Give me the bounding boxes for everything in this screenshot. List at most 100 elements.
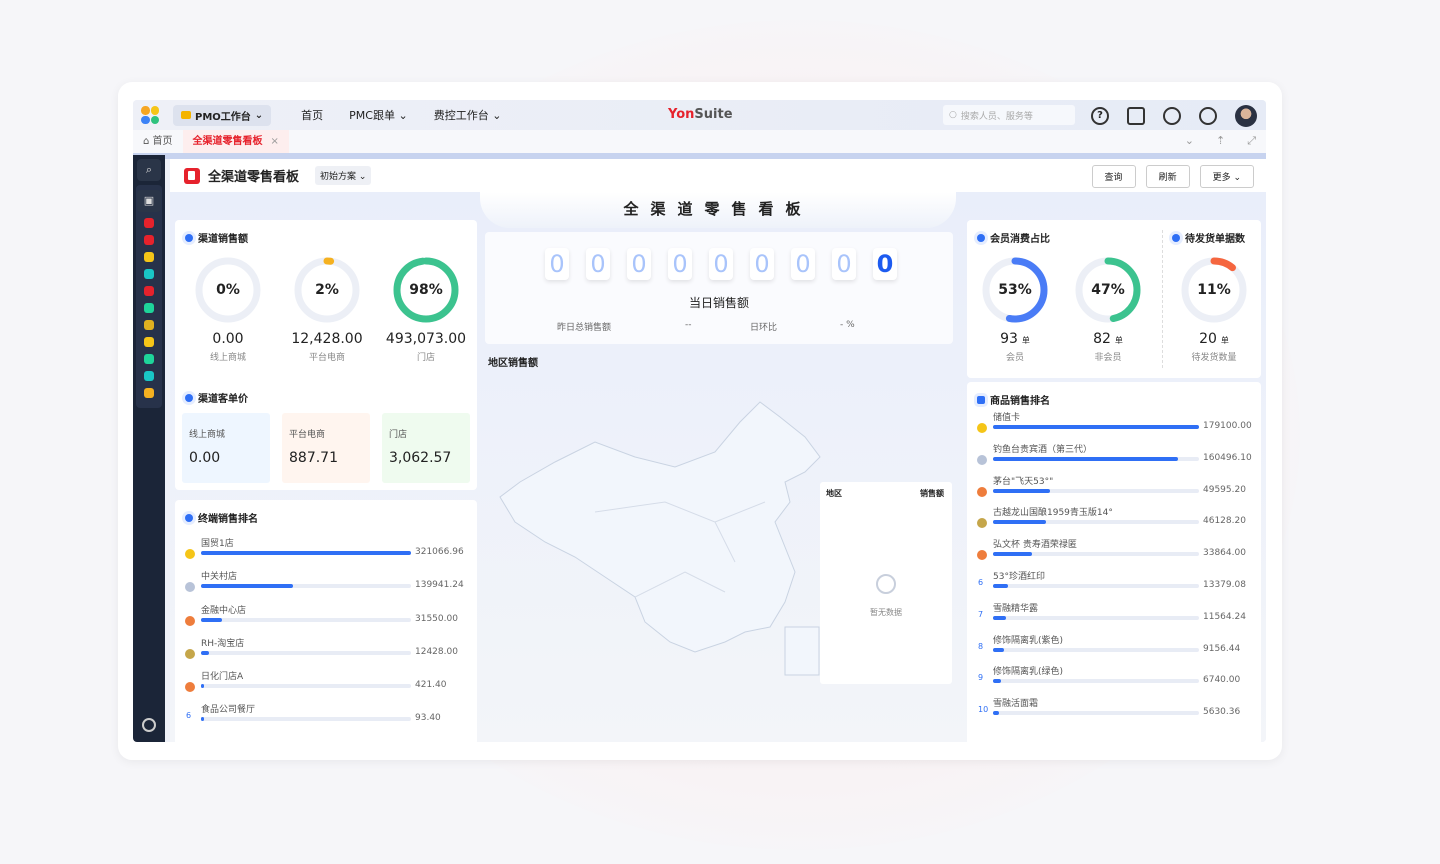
nav-pmc[interactable]: PMC跟单 ⌄ bbox=[349, 109, 408, 122]
progress-track bbox=[993, 583, 1199, 588]
main-content: 全渠道零售看板 初始方案 ⌄ 查询 刷新 更多 ⌄ 全渠道零售看板 渠道销售额 … bbox=[170, 159, 1266, 742]
sidebar-app-icon[interactable] bbox=[144, 218, 154, 228]
close-icon[interactable]: × bbox=[270, 136, 279, 147]
member-title-text: 会员消费占比 bbox=[990, 234, 1050, 245]
item-name: 食品公司餐厅 bbox=[201, 705, 256, 716]
donut-label: 会员 bbox=[1005, 353, 1024, 363]
product-ranking-card: 商品销售排名 储值卡 179100.00 钓鱼台贵宾酒（第三代） 160496.10 茅… bbox=[967, 382, 1261, 742]
ranking-item: 国贸1店 321066.96 bbox=[185, 532, 467, 565]
settings-icon[interactable] bbox=[142, 718, 156, 732]
sidebar-app-icon[interactable] bbox=[144, 286, 154, 296]
progress-fill bbox=[993, 456, 1178, 461]
workspace-switcher[interactable]: PMO工作台 ⌄ bbox=[173, 104, 272, 126]
donut-percent: 2% bbox=[315, 282, 339, 298]
donut-value: 12,428.00 bbox=[272, 331, 382, 347]
channel-donut: 2% 12,428.00 平台电商 bbox=[291, 255, 363, 363]
sidebar-app-icon[interactable] bbox=[144, 320, 154, 330]
page-icon bbox=[184, 167, 200, 184]
nav-expense[interactable]: 费控工作台 ⌄ bbox=[433, 109, 502, 122]
fullscreen-icon[interactable]: ⤢ bbox=[1247, 134, 1256, 147]
medal-icon bbox=[977, 454, 987, 465]
rank-number: 8 bbox=[978, 641, 984, 651]
headset-icon[interactable] bbox=[1163, 107, 1181, 125]
unit-price-title-text: 渠道客单价 bbox=[198, 394, 248, 405]
sidebar-app-icon[interactable] bbox=[144, 269, 154, 279]
sidebar-app-icon[interactable] bbox=[144, 388, 154, 398]
section-icon bbox=[1172, 233, 1180, 242]
progress-track bbox=[993, 615, 1199, 620]
more-button[interactable]: 更多 ⌄ bbox=[1199, 165, 1254, 188]
item-name: 53°珍酒红印 bbox=[993, 571, 1045, 582]
section-icon bbox=[977, 395, 985, 404]
help-icon[interactable]: ? bbox=[1091, 107, 1109, 125]
avatar[interactable] bbox=[1235, 105, 1257, 127]
sidebar-app-icon[interactable] bbox=[144, 354, 154, 364]
item-name: 钓鱼台贵宾酒（第三代） bbox=[993, 444, 1093, 455]
progress-fill bbox=[201, 717, 205, 722]
ranking-item: 金融中心店 31550.00 bbox=[185, 599, 467, 632]
query-button[interactable]: 查询 bbox=[1091, 165, 1136, 188]
app-window: PMO工作台 ⌄ 首页 PMC跟单 ⌄ 费控工作台 ⌄ YonSuite ○ 搜索人… bbox=[133, 100, 1266, 742]
nav-expense-label: 费控工作台 bbox=[433, 109, 489, 122]
page-header: 全渠道零售看板 初始方案 ⌄ 查询 刷新 更多 ⌄ bbox=[170, 159, 1266, 192]
region-sales-title: 地区销售额 bbox=[488, 358, 538, 369]
sidebar-app-icon[interactable] bbox=[144, 303, 154, 313]
unit-text: 单 bbox=[1021, 336, 1030, 345]
sidebar-app-icon[interactable] bbox=[144, 371, 154, 381]
nav-home[interactable]: 首页 bbox=[301, 109, 324, 122]
home-icon: ⌂ bbox=[143, 136, 153, 147]
chevron-down-icon[interactable]: ⌄ bbox=[1184, 134, 1194, 147]
app-logo-icon[interactable] bbox=[141, 106, 159, 124]
item-name: 中关村店 bbox=[201, 572, 238, 583]
sidebar-apps-icon[interactable]: ▣ bbox=[137, 190, 161, 212]
top-bar: PMO工作台 ⌄ 首页 PMC跟单 ⌄ 费控工作台 ⌄ YonSuite ○ 搜索人… bbox=[133, 100, 1266, 130]
rank-number: 10 bbox=[978, 705, 989, 715]
plan-select[interactable]: 初始方案 ⌄ bbox=[315, 166, 372, 185]
donut-arc bbox=[393, 257, 459, 323]
item-value: 160496.10 bbox=[1203, 452, 1252, 463]
donut-arc bbox=[982, 257, 1048, 323]
yesterday-value: -- bbox=[685, 320, 692, 330]
item-value: 46128.20 bbox=[1203, 516, 1246, 527]
value-text: 0.00 bbox=[212, 331, 244, 347]
sales-digit: 0 bbox=[545, 248, 569, 280]
store-ranking-list: 国贸1店 321066.96 中关村店 139941.24 金融中心店 31550.00 R… bbox=[185, 532, 467, 732]
donut-arc bbox=[1181, 257, 1247, 323]
item-value: 93.40 bbox=[415, 713, 441, 724]
donut-value: 493,073.00 bbox=[371, 331, 481, 347]
upload-icon[interactable]: ⇡ bbox=[1215, 134, 1226, 147]
medal-icon bbox=[977, 518, 987, 529]
sales-digit: 0 bbox=[873, 248, 897, 280]
tab-home[interactable]: ⌂ 首页 bbox=[133, 130, 183, 153]
sidebar-app-icon[interactable] bbox=[144, 337, 154, 347]
sidebar-search-icon[interactable]: ⌕ bbox=[137, 159, 161, 181]
plan-label: 初始方案 bbox=[320, 172, 357, 182]
item-value: 5630.36 bbox=[1203, 707, 1241, 718]
search-input[interactable]: ○ 搜索人员、服务等 bbox=[943, 105, 1075, 125]
item-value: 9156.44 bbox=[1203, 643, 1241, 654]
pending-title-text: 待发货单据数 bbox=[1185, 234, 1245, 245]
channel-donut: 98% 493,073.00 门店 bbox=[386, 255, 466, 363]
progress-track bbox=[993, 520, 1199, 525]
item-value: 139941.24 bbox=[415, 580, 464, 591]
unit-text: 单 bbox=[1114, 336, 1123, 345]
progress-fill bbox=[993, 647, 1004, 652]
rank-number: 9 bbox=[978, 673, 984, 683]
sidebar-app-icon[interactable] bbox=[144, 252, 154, 262]
store-ranking-card: 终端销售排名 国贸1店 321066.96 中关村店 139941.24 金融中心店 31… bbox=[175, 500, 477, 742]
channel-sales-title-text: 渠道销售额 bbox=[198, 234, 248, 245]
china-map[interactable] bbox=[485, 362, 955, 742]
channel-donut: 0% 0.00 线上商城 bbox=[193, 255, 263, 363]
ranking-item: 6 53°珍酒红印 13379.08 bbox=[977, 565, 1251, 597]
region-column-header: 地区 bbox=[826, 489, 842, 498]
sidebar-app-icon[interactable] bbox=[144, 235, 154, 245]
compass-icon[interactable] bbox=[1199, 107, 1217, 125]
product-ranking-title: 商品销售排名 bbox=[977, 392, 1050, 407]
ratio-value: - % bbox=[840, 320, 855, 330]
message-icon[interactable] bbox=[1127, 107, 1145, 125]
donut-arc bbox=[294, 257, 360, 323]
donut-label: 非会员 bbox=[1094, 353, 1122, 363]
refresh-button[interactable]: 刷新 bbox=[1145, 165, 1190, 188]
tab-dashboard[interactable]: 全渠道零售看板 × bbox=[182, 130, 289, 153]
